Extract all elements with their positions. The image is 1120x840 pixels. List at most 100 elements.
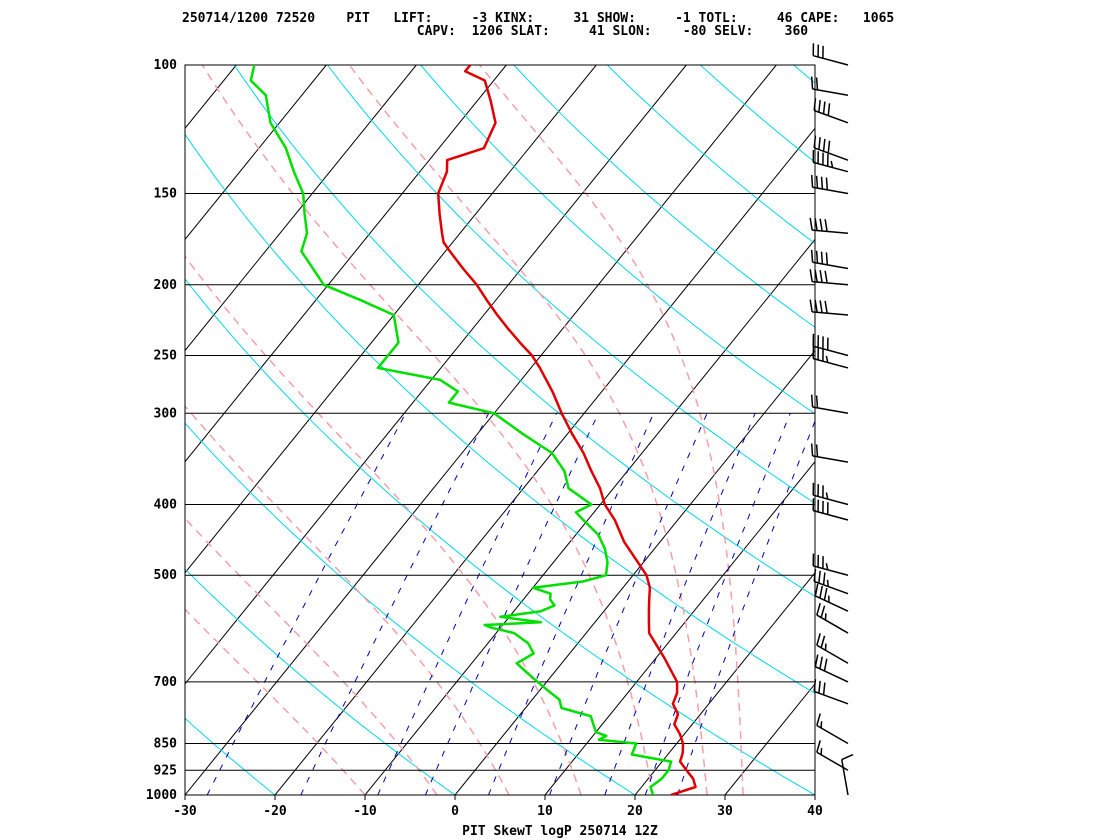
wind-barb-feather [816, 633, 821, 646]
wind-barb-feather [810, 76, 814, 90]
chart-title: PIT SkewT logP 250714 12Z [462, 824, 658, 839]
wind-barb-feather [830, 160, 834, 168]
temperature-tick-label: 30 [717, 804, 733, 819]
wind-barb-staff [812, 88, 849, 96]
dry-adiabat [185, 568, 456, 795]
dewpoint-profile [249, 65, 673, 795]
mixing-ratio-line [644, 413, 791, 795]
wind-barb-staff [816, 724, 849, 745]
temperature-tick-label: 10 [537, 804, 553, 819]
moist-adiabat [348, 65, 708, 795]
wind-barb-feather [827, 103, 831, 116]
wind-barb-feather [818, 570, 821, 584]
wind-barb-staff [816, 644, 849, 664]
header-line-1: 250714/1200 72520 PIT LIFT: -3 KINX: 31 … [182, 11, 894, 26]
wind-barb-feather [813, 98, 817, 111]
wind-barb-feather [824, 300, 828, 314]
wind-barb-feather [815, 77, 819, 90]
wind-barb [809, 299, 849, 316]
mixing-ratio-line [377, 413, 557, 795]
wind-barb-feather [813, 135, 817, 148]
wind-barb-feather [820, 605, 826, 618]
isotherm [185, 65, 507, 463]
wind-barb-feather [825, 492, 829, 500]
dry-adiabat [420, 65, 815, 415]
wind-barb-staff [812, 229, 849, 234]
wind-barb-staff [812, 311, 849, 316]
header-line-2: CAPV: 1206 SLAT: 41 SLON: -80 SELV: 360 [182, 24, 808, 39]
wind-barb-staff [813, 147, 849, 161]
wind-barb [816, 602, 849, 634]
wind-barb [812, 43, 849, 66]
wind-barb-feather [814, 583, 819, 597]
pressure-tick-label: 700 [154, 675, 178, 690]
isotherm [814, 794, 815, 795]
pressure-tick-label: 1000 [146, 788, 177, 803]
wind-barb-staff [815, 666, 849, 683]
isotherm [0, 65, 56, 795]
wind-barb-feather [824, 219, 828, 232]
wind-barb [816, 713, 849, 745]
wind-barb-feather [820, 635, 826, 648]
wind-barb [813, 569, 849, 595]
wind-barb-feather [816, 713, 821, 726]
temperature-tick-label: -10 [353, 804, 377, 819]
dry-adiabat [513, 65, 815, 328]
pressure-tick-label: 500 [154, 568, 178, 583]
wind-barb [810, 443, 849, 463]
isotherm [544, 460, 815, 795]
isotherm [364, 238, 815, 795]
wind-barb [810, 174, 849, 195]
wind-barb-feather [816, 740, 821, 753]
mixing-ratio-line [206, 413, 407, 795]
wind-barb-feather [823, 587, 828, 601]
wind-barb-feather [809, 217, 813, 231]
wind-barb-feather [841, 753, 854, 761]
wind-barb [813, 679, 849, 705]
wind-barb [810, 249, 849, 270]
moist-adiabat [185, 255, 582, 795]
wind-barb-feather [810, 174, 814, 188]
wind-barb-staff [813, 357, 849, 369]
dry-adiabat [185, 133, 815, 694]
isotherm [185, 65, 597, 574]
wind-barb-feather [819, 656, 823, 669]
wind-barb-feather [823, 658, 828, 672]
wind-barb-feather [820, 176, 824, 190]
moist-adiabat [185, 517, 438, 795]
isotherm [0, 65, 146, 795]
wind-barb [813, 98, 849, 124]
wind-barb-feather [822, 572, 826, 585]
wind-barb-feather [819, 270, 823, 283]
wind-barb-feather [822, 101, 826, 114]
wind-barb [812, 149, 849, 173]
wind-barb-staff [812, 406, 849, 415]
wind-barb-feather [810, 249, 814, 263]
dry-adiabat [793, 65, 815, 84]
pressure-tick-label: 925 [154, 763, 177, 778]
wind-barb-feather [814, 218, 818, 231]
wind-barb-feather [825, 252, 829, 265]
wind-barb-feather [824, 270, 828, 284]
wind-barb-feather [819, 300, 823, 313]
wind-barb-feather [820, 251, 824, 265]
wind-barb-feather [819, 218, 823, 232]
wind-barb-staff [812, 455, 849, 463]
wind-barb-feather [814, 654, 819, 667]
isotherm [454, 349, 815, 795]
temperature-tick-label: -20 [263, 804, 287, 819]
temperature-tick-label: 0 [451, 804, 459, 819]
wind-barb-staff [813, 565, 849, 576]
wind-barb-feather [818, 99, 821, 113]
wind-barb-staff [813, 494, 849, 506]
dry-adiabat [185, 717, 276, 795]
temperature-profile [436, 65, 697, 795]
wind-barb [812, 346, 849, 369]
wind-barb-staff [813, 690, 849, 705]
wind-barb-feather [815, 444, 819, 457]
wind-barb-feather [814, 299, 818, 313]
isotherm [185, 65, 417, 352]
wind-barb [810, 76, 849, 96]
wind-barb [809, 217, 849, 234]
wind-barb [816, 740, 849, 771]
